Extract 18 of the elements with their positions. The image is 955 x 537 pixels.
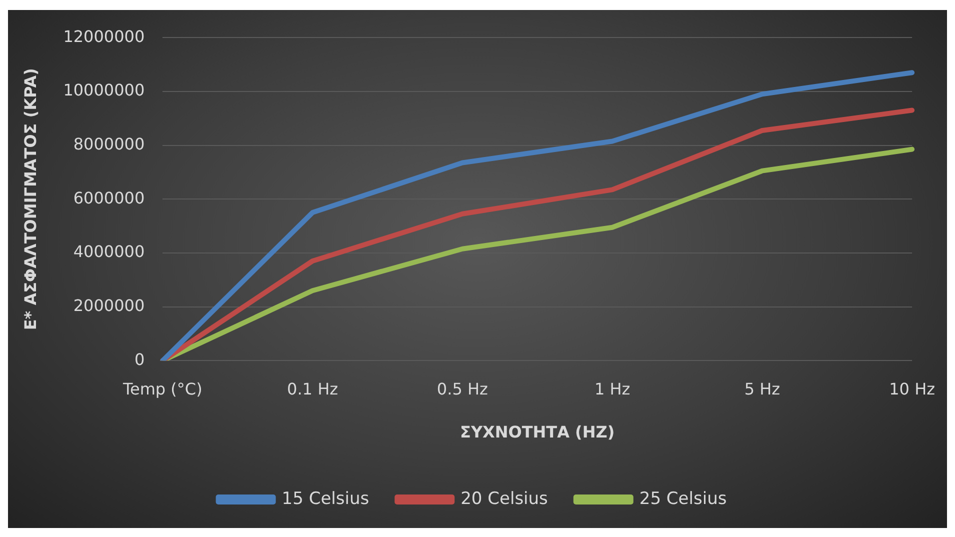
x-tick-label: 10 Hz xyxy=(889,379,935,398)
y-tick-label: 2000000 xyxy=(73,296,145,315)
y-tick-label: 4000000 xyxy=(73,242,145,262)
y-tick-label: 0 xyxy=(134,350,145,369)
x-tick-label: Temp (°C) xyxy=(122,379,202,398)
x-tick-label: 0.5 Hz xyxy=(436,379,488,398)
legend-label: 15 Celsius xyxy=(282,488,370,509)
x-tick-label: 1 Hz xyxy=(594,379,630,398)
y-tick-label: 12000000 xyxy=(63,26,145,46)
x-tick-label: 0.1 Hz xyxy=(287,379,338,398)
y-tick-label: 10000000 xyxy=(63,80,145,100)
legend-label: 25 Celsius xyxy=(639,488,727,509)
x-axis-title: ΣΥΧΝΟΤΗΤΑ (HZ) xyxy=(460,422,615,442)
x-tick-label: 5 Hz xyxy=(744,379,780,398)
legend-label: 20 Celsius xyxy=(460,488,548,509)
y-tick-label: 6000000 xyxy=(73,188,145,208)
y-tick-label: 8000000 xyxy=(73,134,145,154)
y-axis-title: E* ΑΣΦΑΛΤΟΜΙΓΜΑΤΟΣ (KPA) xyxy=(20,68,40,330)
